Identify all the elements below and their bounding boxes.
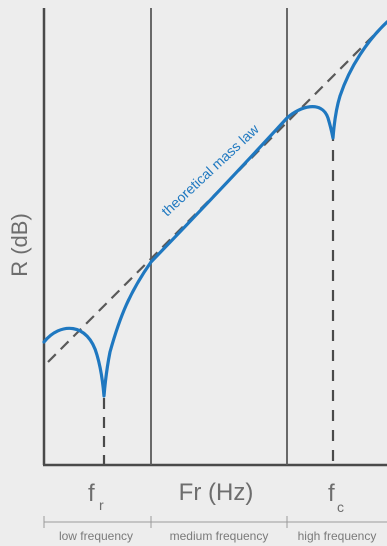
band-label-bg-high [291, 528, 387, 546]
band-high-frequency: high frequency [298, 529, 377, 543]
transmission-loss-curve [42, 20, 387, 398]
fr-subscript: r [99, 497, 104, 513]
band-label-bg-low [48, 528, 145, 546]
mass-law-label: theoretical mass law [158, 120, 262, 219]
band-low-frequency: low frequency [59, 529, 133, 543]
band-medium-frequency: medium frequency [170, 529, 269, 543]
fc-label: f [328, 480, 335, 507]
y-axis-label: R (dB) [7, 213, 32, 277]
x-axis-label: Fr (Hz) [179, 479, 254, 506]
band-label-bg-medium [155, 528, 283, 546]
fr-label: f [88, 480, 95, 507]
fc-subscript: c [337, 499, 344, 515]
